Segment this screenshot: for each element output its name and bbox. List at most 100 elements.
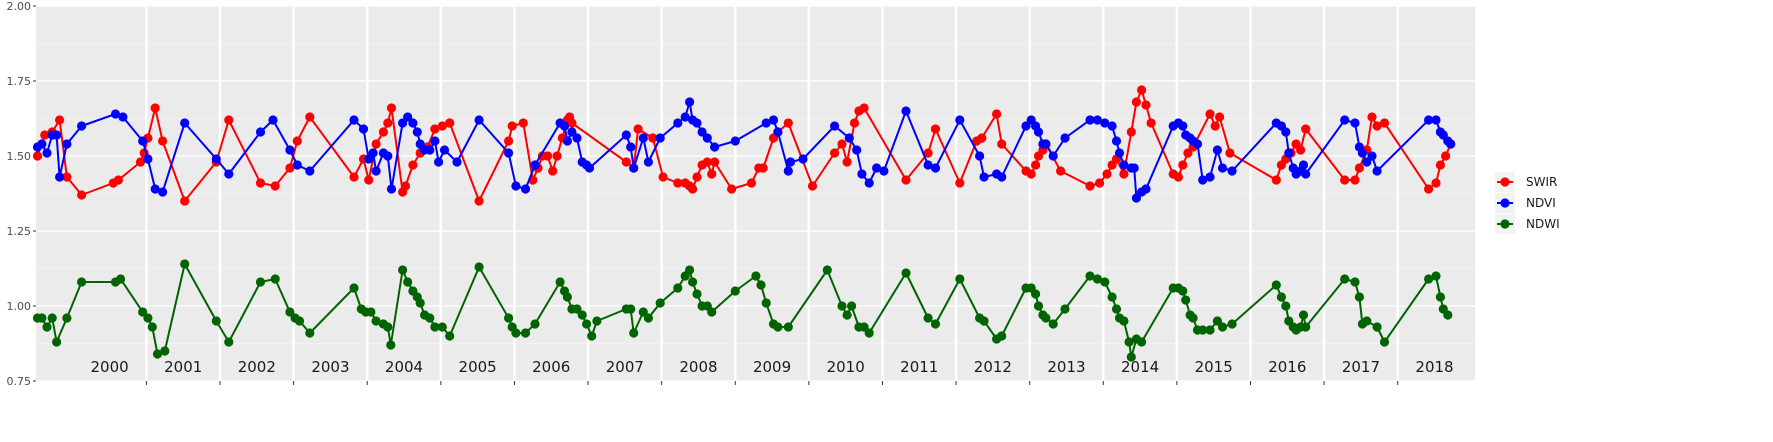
data-point bbox=[383, 151, 393, 161]
data-point bbox=[520, 184, 531, 194]
data-point bbox=[158, 136, 168, 146]
data-point bbox=[1215, 112, 1225, 122]
data-point bbox=[798, 154, 808, 164]
data-point bbox=[587, 331, 597, 341]
data-point bbox=[1192, 139, 1203, 149]
data-point bbox=[923, 148, 933, 158]
data-point bbox=[626, 142, 636, 152]
data-point bbox=[1107, 292, 1117, 302]
data-point bbox=[1173, 172, 1183, 182]
data-point bbox=[997, 331, 1007, 341]
data-point bbox=[1141, 100, 1151, 110]
year-label: 2015 bbox=[1195, 358, 1233, 376]
data-point bbox=[785, 157, 796, 167]
data-point bbox=[975, 151, 985, 161]
data-point bbox=[879, 166, 889, 176]
data-point bbox=[626, 304, 636, 314]
data-point bbox=[386, 184, 397, 194]
legend-key-point bbox=[1500, 177, 1510, 187]
data-point bbox=[1441, 151, 1451, 161]
data-point bbox=[1350, 118, 1360, 128]
data-point bbox=[707, 169, 717, 179]
data-point bbox=[437, 121, 447, 131]
data-point bbox=[930, 163, 941, 173]
data-point bbox=[1354, 163, 1364, 173]
data-point bbox=[930, 319, 941, 329]
y-tick-label: 1.25 bbox=[7, 225, 32, 238]
data-point bbox=[1178, 160, 1188, 170]
year-label: 2010 bbox=[827, 358, 865, 376]
year-label: 2009 bbox=[753, 358, 791, 376]
data-point bbox=[40, 130, 50, 140]
data-point bbox=[1060, 133, 1070, 143]
year-label: 2000 bbox=[91, 358, 129, 376]
data-point bbox=[552, 151, 562, 161]
data-point bbox=[577, 310, 587, 320]
year-label: 2006 bbox=[532, 358, 570, 376]
data-point bbox=[268, 115, 278, 125]
data-point bbox=[1141, 184, 1151, 194]
data-point bbox=[1102, 169, 1112, 179]
data-point bbox=[305, 112, 315, 122]
data-point bbox=[837, 301, 847, 311]
y-tick-label: 2.00 bbox=[7, 0, 32, 13]
data-point bbox=[773, 322, 783, 332]
data-point bbox=[1372, 322, 1382, 332]
data-point bbox=[1298, 310, 1309, 320]
data-point bbox=[688, 184, 698, 194]
data-point bbox=[1205, 172, 1215, 182]
data-point bbox=[761, 298, 771, 308]
data-point bbox=[474, 115, 484, 125]
data-point bbox=[1146, 118, 1156, 128]
data-point bbox=[872, 163, 882, 173]
data-point bbox=[643, 157, 654, 167]
data-point bbox=[864, 328, 874, 338]
data-point bbox=[1367, 151, 1377, 161]
data-point bbox=[1033, 127, 1044, 137]
data-point bbox=[143, 154, 153, 164]
data-point bbox=[292, 160, 302, 170]
data-point bbox=[358, 124, 369, 134]
data-point bbox=[783, 166, 793, 176]
data-point bbox=[1183, 148, 1193, 158]
data-point bbox=[768, 115, 779, 125]
y-tick-label: 1.75 bbox=[7, 75, 32, 88]
data-point bbox=[1227, 319, 1237, 329]
data-point bbox=[138, 136, 148, 146]
data-point bbox=[1048, 319, 1058, 329]
data-point bbox=[1126, 127, 1136, 137]
data-point bbox=[113, 175, 123, 185]
data-point bbox=[305, 328, 315, 338]
data-point bbox=[1431, 178, 1441, 188]
data-point bbox=[692, 118, 702, 128]
y-tick-label: 1.00 bbox=[7, 300, 32, 313]
data-point bbox=[364, 175, 374, 185]
data-point bbox=[452, 157, 462, 167]
data-point bbox=[437, 322, 447, 332]
data-point bbox=[77, 121, 87, 131]
data-point bbox=[977, 133, 987, 143]
data-point bbox=[518, 118, 528, 128]
data-point bbox=[398, 118, 408, 128]
data-point bbox=[979, 316, 989, 326]
data-point bbox=[1178, 286, 1188, 296]
data-point bbox=[1056, 166, 1066, 176]
data-point bbox=[1340, 175, 1350, 185]
data-point bbox=[1178, 121, 1188, 131]
legend-label-ndwi: NDWI bbox=[1526, 217, 1560, 231]
data-point bbox=[1367, 112, 1377, 122]
data-point bbox=[1198, 325, 1208, 335]
data-point bbox=[52, 337, 62, 347]
data-point bbox=[1085, 181, 1095, 191]
data-point bbox=[1048, 151, 1058, 161]
year-label: 2016 bbox=[1268, 358, 1306, 376]
data-point bbox=[511, 328, 521, 338]
data-point bbox=[1435, 292, 1445, 302]
data-point bbox=[62, 172, 72, 182]
data-point bbox=[638, 307, 648, 317]
data-point bbox=[1095, 178, 1105, 188]
data-point bbox=[1119, 160, 1129, 170]
data-point bbox=[1227, 166, 1237, 176]
year-label: 2017 bbox=[1342, 358, 1380, 376]
data-point bbox=[530, 160, 540, 170]
